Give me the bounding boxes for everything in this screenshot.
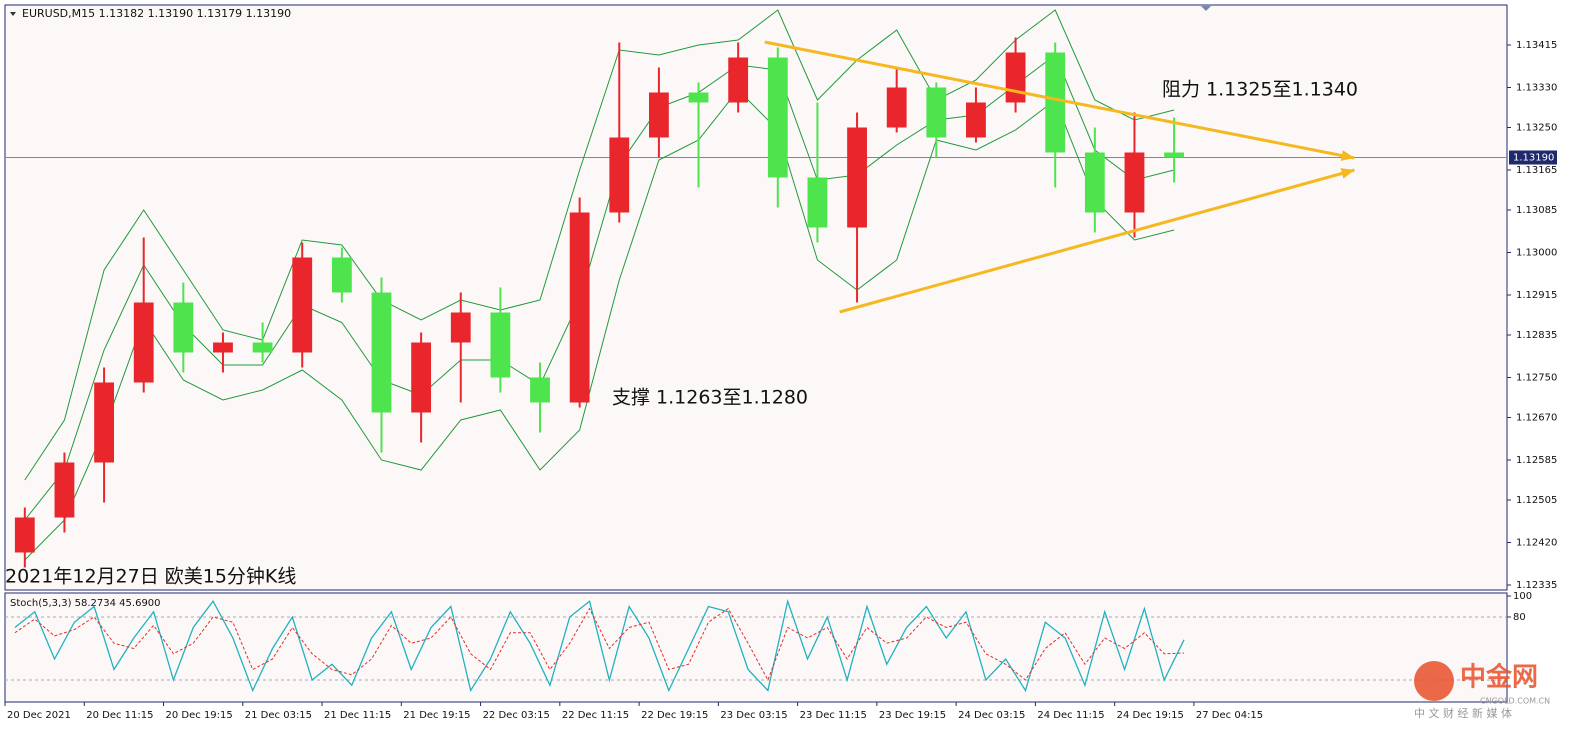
y-tick-label: 1.13330 bbox=[1516, 83, 1557, 94]
x-tick-label: 22 Dec 19:15 bbox=[641, 710, 708, 721]
x-tick-label: 22 Dec 03:15 bbox=[483, 710, 550, 721]
candle-body bbox=[450, 312, 471, 343]
y-tick-label: 1.12670 bbox=[1516, 413, 1557, 424]
candle-body bbox=[728, 57, 749, 103]
candle-body bbox=[688, 92, 709, 103]
y-tick-label: 1.13250 bbox=[1516, 123, 1557, 134]
candle-body bbox=[133, 302, 154, 383]
y-tick-label: 1.12835 bbox=[1516, 330, 1557, 341]
x-tick-label: 22 Dec 11:15 bbox=[562, 710, 629, 721]
y-tick-label: 1.13000 bbox=[1516, 248, 1557, 259]
candle-body bbox=[54, 462, 75, 518]
y-tick-label: 1.13415 bbox=[1516, 40, 1557, 51]
x-tick-label: 24 Dec 03:15 bbox=[958, 710, 1025, 721]
x-tick-label: 21 Dec 11:15 bbox=[324, 710, 391, 721]
annotation: 2021年12月27日 欧美15分钟K线 bbox=[5, 566, 296, 588]
candle-body bbox=[411, 342, 432, 413]
stoch-panel bbox=[4, 592, 1508, 703]
candle-body bbox=[886, 87, 907, 128]
trendline-arrow bbox=[1340, 168, 1355, 179]
x-tick-label: 23 Dec 03:15 bbox=[720, 710, 787, 721]
y-tick-label: 1.12420 bbox=[1516, 538, 1557, 549]
logo-name: 中金网 bbox=[1460, 662, 1538, 693]
x-tick-label: 23 Dec 11:15 bbox=[800, 710, 867, 721]
x-tick-label: 24 Dec 19:15 bbox=[1117, 710, 1184, 721]
x-tick-label: 27 Dec 04:15 bbox=[1196, 710, 1263, 721]
candle-body bbox=[292, 257, 313, 353]
candle-body bbox=[213, 342, 233, 353]
candle-body bbox=[331, 257, 352, 293]
stoch-signal bbox=[14, 607, 1185, 682]
candle-body bbox=[490, 312, 511, 378]
candle-body bbox=[173, 302, 194, 353]
candle-body bbox=[14, 517, 35, 553]
candle-body bbox=[569, 212, 590, 403]
annotation: 支撑 1.1263至1.1280 bbox=[612, 387, 808, 409]
stoch-y-tick-label: 100 bbox=[1513, 591, 1532, 602]
candle-body bbox=[530, 377, 550, 403]
candle-body bbox=[252, 342, 273, 353]
current-price-box bbox=[1509, 150, 1557, 165]
candle-body bbox=[767, 57, 788, 178]
candle-body bbox=[609, 137, 630, 213]
candle-body bbox=[371, 292, 392, 413]
y-tick-label: 1.12915 bbox=[1516, 290, 1557, 301]
stoch-y-tick-label: 80 bbox=[1513, 612, 1526, 623]
shift-marker bbox=[1201, 6, 1211, 11]
bollinger-upper bbox=[24, 9, 1175, 481]
trendline-arrow bbox=[1340, 150, 1355, 161]
trendline bbox=[764, 40, 1355, 160]
current-price-label: 1.13190 bbox=[1513, 153, 1554, 164]
annotation: 阻力 1.1325至1.1340 bbox=[1162, 79, 1358, 101]
logo-icon bbox=[1414, 661, 1454, 701]
menu-icon bbox=[10, 12, 16, 16]
stoch-main bbox=[14, 598, 1185, 693]
candle-body bbox=[847, 127, 867, 228]
candle-body bbox=[1164, 152, 1185, 158]
watermark: 中金网 CNGOLD.COM.CN 中 文 财 经 新 媒 体 bbox=[1414, 661, 1550, 720]
candle-body bbox=[1045, 52, 1066, 153]
candle-body bbox=[1005, 52, 1026, 103]
bollinger-lower bbox=[24, 89, 1175, 561]
x-tick-label: 20 Dec 2021 bbox=[7, 710, 71, 721]
candle-body bbox=[648, 92, 669, 138]
x-tick-label: 20 Dec 19:15 bbox=[166, 710, 233, 721]
chart-title: EURUSD,M15 1.13182 1.13190 1.13179 1.131… bbox=[22, 7, 291, 20]
y-tick-label: 1.12585 bbox=[1516, 455, 1557, 466]
y-tick-label: 1.13085 bbox=[1516, 205, 1557, 216]
x-tick-label: 21 Dec 19:15 bbox=[403, 710, 470, 721]
y-tick-label: 1.12335 bbox=[1516, 580, 1557, 591]
y-tick-label: 1.13165 bbox=[1516, 165, 1557, 176]
candle-body bbox=[94, 382, 114, 463]
candle-body bbox=[1084, 152, 1105, 213]
logo-site: CNGOLD.COM.CN bbox=[1480, 697, 1550, 706]
main-panel bbox=[4, 4, 1508, 591]
x-tick-label: 20 Dec 11:15 bbox=[86, 710, 153, 721]
logo-slogan: 中 文 财 经 新 媒 体 bbox=[1414, 706, 1512, 720]
x-tick-label: 24 Dec 11:15 bbox=[1037, 710, 1104, 721]
x-tick-label: 23 Dec 19:15 bbox=[879, 710, 946, 721]
trendline bbox=[839, 168, 1355, 314]
stoch-title: Stoch(5,3,3) 58.2734 45.6900 bbox=[10, 598, 161, 609]
candle-body bbox=[1124, 152, 1145, 213]
candle-body bbox=[926, 87, 947, 138]
y-tick-label: 1.12750 bbox=[1516, 373, 1557, 384]
x-tick-label: 21 Dec 03:15 bbox=[245, 710, 312, 721]
y-tick-label: 1.12505 bbox=[1516, 495, 1557, 506]
candle-body bbox=[807, 177, 828, 228]
candle-body bbox=[966, 102, 986, 138]
